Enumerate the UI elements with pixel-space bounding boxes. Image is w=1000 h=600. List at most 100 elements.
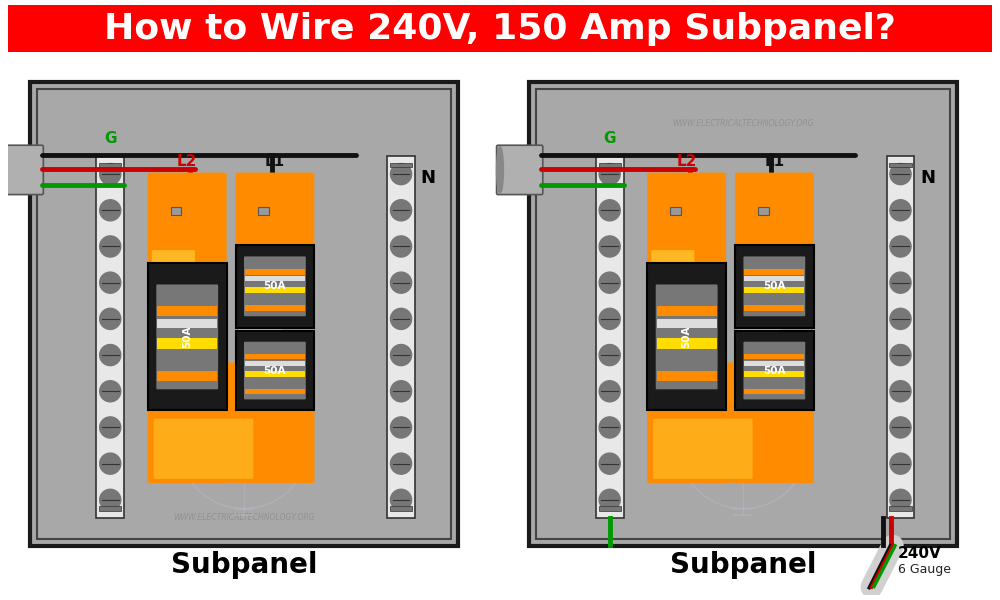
Text: 50A: 50A (682, 326, 692, 348)
Bar (390, 506, 412, 511)
Bar (148, 263, 227, 410)
Bar (744, 371, 804, 377)
Circle shape (390, 417, 412, 438)
FancyBboxPatch shape (647, 362, 814, 483)
Bar (744, 269, 804, 275)
Bar (599, 506, 621, 511)
FancyBboxPatch shape (738, 250, 781, 390)
Circle shape (390, 200, 412, 221)
Circle shape (890, 308, 911, 329)
Circle shape (599, 236, 620, 257)
Bar (245, 389, 305, 394)
Bar (8, 5, 992, 52)
Bar (157, 338, 217, 349)
Bar (758, 208, 769, 215)
Bar (657, 338, 717, 349)
Circle shape (100, 380, 121, 402)
Bar (390, 163, 412, 167)
Circle shape (599, 453, 620, 474)
Bar (744, 389, 804, 394)
Bar (245, 305, 305, 311)
FancyBboxPatch shape (735, 173, 814, 483)
Bar (657, 306, 717, 316)
Circle shape (390, 308, 412, 329)
Bar (245, 287, 305, 293)
Bar (744, 287, 804, 293)
Ellipse shape (0, 147, 4, 193)
Text: WWW.ELECTRICALTECHNOLOGY.ORG: WWW.ELECTRICALTECHNOLOGY.ORG (673, 119, 814, 128)
FancyBboxPatch shape (653, 419, 753, 479)
Text: L2: L2 (676, 154, 697, 169)
Bar (157, 371, 217, 381)
Circle shape (599, 489, 620, 511)
Text: 50A: 50A (264, 281, 286, 292)
Circle shape (890, 489, 911, 511)
Circle shape (599, 380, 620, 402)
Circle shape (390, 164, 412, 185)
Circle shape (390, 272, 412, 293)
Bar (30, 82, 458, 546)
Text: L2: L2 (177, 154, 197, 169)
Circle shape (390, 453, 412, 474)
FancyBboxPatch shape (0, 145, 43, 194)
FancyBboxPatch shape (236, 173, 314, 483)
Circle shape (599, 164, 620, 185)
Bar (245, 269, 305, 275)
FancyBboxPatch shape (238, 250, 282, 390)
Circle shape (100, 453, 121, 474)
Bar (889, 506, 912, 511)
Circle shape (100, 308, 121, 329)
FancyBboxPatch shape (651, 250, 694, 390)
FancyBboxPatch shape (148, 362, 314, 483)
Circle shape (100, 489, 121, 511)
Circle shape (890, 417, 911, 438)
Text: 50A: 50A (763, 281, 786, 292)
Bar (99, 163, 121, 167)
Bar (657, 319, 717, 328)
Circle shape (100, 236, 121, 257)
Circle shape (100, 417, 121, 438)
Text: 50A: 50A (763, 365, 786, 376)
Text: N: N (920, 169, 935, 187)
Text: L1: L1 (265, 154, 285, 169)
Bar (670, 208, 681, 215)
Bar (596, 156, 624, 518)
FancyBboxPatch shape (244, 342, 306, 400)
Bar (171, 208, 181, 215)
Circle shape (599, 344, 620, 365)
Circle shape (599, 417, 620, 438)
Circle shape (599, 272, 620, 293)
Circle shape (890, 272, 911, 293)
Bar (99, 506, 121, 511)
FancyBboxPatch shape (656, 284, 718, 389)
Circle shape (890, 200, 911, 221)
Bar (245, 277, 305, 281)
FancyBboxPatch shape (148, 173, 227, 483)
FancyBboxPatch shape (497, 145, 543, 194)
Text: Subpanel: Subpanel (171, 551, 317, 580)
Circle shape (100, 272, 121, 293)
Bar (536, 89, 950, 539)
Text: WWW.ELECTRICALTECHNOLOGY.ORG: WWW.ELECTRICALTECHNOLOGY.ORG (173, 514, 315, 523)
Circle shape (100, 344, 121, 365)
Text: 50A: 50A (264, 365, 286, 376)
Bar (258, 208, 269, 215)
Circle shape (890, 344, 911, 365)
Circle shape (100, 164, 121, 185)
Bar (236, 331, 314, 410)
Text: G: G (603, 131, 616, 146)
Text: G: G (104, 131, 117, 146)
Bar (599, 163, 621, 167)
Ellipse shape (497, 147, 503, 193)
Text: L1: L1 (764, 154, 784, 169)
FancyBboxPatch shape (647, 173, 726, 483)
Circle shape (890, 164, 911, 185)
Circle shape (599, 200, 620, 221)
Bar (387, 156, 415, 518)
Circle shape (390, 344, 412, 365)
Text: 6 Gauge: 6 Gauge (898, 563, 951, 576)
Bar (37, 89, 451, 539)
Bar (529, 82, 957, 546)
Bar (744, 354, 804, 359)
Bar (735, 245, 814, 328)
